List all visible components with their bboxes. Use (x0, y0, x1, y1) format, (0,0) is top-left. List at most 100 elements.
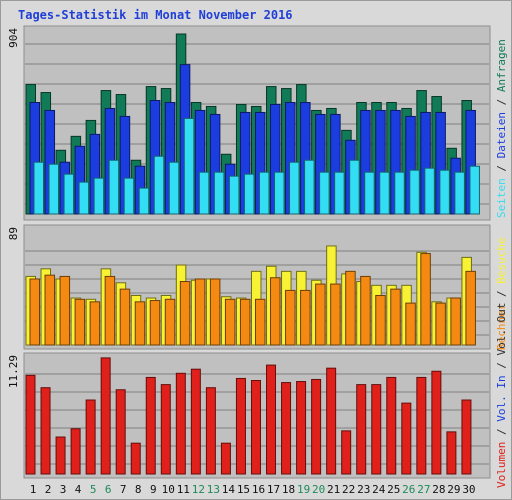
panel-top: 904 (7, 25, 491, 221)
bar-rechner-day-27 (420, 253, 431, 346)
day-label: 23 (357, 483, 370, 496)
bar-seiten-day-6 (108, 159, 120, 215)
legend-separator: / (495, 158, 508, 178)
legend-vol-out: Vol. Out (495, 303, 508, 356)
bar-seiten-day-18 (289, 161, 300, 215)
legend-top-text: Seiten / Dateien / Anfragen (495, 39, 508, 218)
panel-middle-bars (25, 245, 476, 346)
bar-seiten-day-23 (364, 171, 375, 215)
bar-volumen-day-17 (266, 364, 277, 475)
bar-rechner-day-22 (345, 270, 356, 346)
bar-rechner-day-15 (239, 298, 251, 346)
bar-seiten-day-27 (424, 167, 435, 215)
bar-seiten-day-24 (379, 171, 390, 215)
bar-rechner-day-2 (44, 274, 56, 346)
day-label: 28 (432, 483, 445, 496)
legend-vol-in: Vol. In (495, 375, 508, 421)
bar-seiten-day-17 (274, 171, 285, 215)
bar-volumen-day-21 (326, 367, 337, 475)
bar-volumen-day-1 (25, 374, 36, 475)
bar-volumen-day-14 (220, 442, 231, 475)
bar-rechner-day-24 (375, 294, 386, 346)
day-label: 15 (237, 483, 250, 496)
bar-seiten-day-20 (319, 171, 330, 215)
right-legend-middle: Rechner / Besuche (495, 237, 508, 350)
bar-volumen-day-12 (190, 368, 201, 475)
day-label: 5 (90, 483, 97, 496)
bar-rechner-day-4 (74, 298, 86, 346)
bar-volumen-day-23 (356, 384, 367, 475)
bar-rechner-day-7 (119, 288, 131, 346)
day-label: 26 (402, 483, 415, 496)
bar-rechner-day-10 (164, 298, 176, 346)
bar-rechner-day-19 (300, 289, 311, 346)
legend-middle-text: Rechner / Besuche (495, 237, 508, 350)
bar-volumen-day-7 (115, 389, 126, 475)
bar-seiten-day-3 (63, 173, 75, 215)
panel-middle: 89 (7, 224, 491, 350)
bar-rechner-day-16 (254, 298, 266, 346)
bar-volumen-day-19 (296, 381, 307, 475)
panel-middle-ymax-label: 89 (7, 227, 20, 240)
panel-bottom-bars (25, 357, 472, 475)
day-label: 14 (222, 483, 236, 496)
bar-rechner-day-18 (285, 289, 296, 346)
bar-seiten-day-4 (78, 181, 90, 215)
bar-rechner-day-20 (315, 283, 326, 346)
bar-rechner-day-11 (179, 281, 191, 346)
bar-volumen-day-2 (40, 387, 51, 475)
day-label: 8 (135, 483, 142, 496)
bar-seiten-day-10 (168, 161, 180, 215)
bar-rechner-day-5 (89, 301, 101, 346)
bar-rechner-day-30 (465, 270, 476, 346)
chart-title: Tages-Statistik im Monat November 2016 (18, 8, 293, 22)
legend-separator: / (495, 422, 508, 442)
bar-seiten-day-12 (198, 171, 210, 215)
panel-top-ymax-label: 904 (7, 28, 20, 48)
legend-volumen: Volumen (495, 442, 508, 488)
bar-volumen-day-25 (386, 376, 397, 475)
bar-rechner-day-28 (435, 302, 446, 346)
legend-besuche: Besuche (495, 237, 508, 283)
bar-volumen-day-3 (55, 436, 66, 475)
bar-volumen-day-27 (416, 376, 427, 475)
right-legend-top: Seiten / Dateien / Anfragen (495, 39, 508, 218)
bar-rechner-day-13 (209, 278, 221, 346)
legend-anfragen: Anfragen (495, 39, 508, 92)
day-label: 11 (177, 483, 190, 496)
bar-rechner-day-3 (59, 275, 71, 346)
bar-rechner-day-8 (134, 301, 146, 346)
bar-volumen-day-11 (175, 372, 186, 475)
day-label: 13 (207, 483, 220, 496)
bar-rechner-day-14 (224, 298, 236, 346)
bar-seiten-day-26 (409, 169, 420, 215)
panel-top-bars (25, 33, 480, 215)
bar-rechner-day-21 (330, 283, 341, 346)
day-label: 20 (312, 483, 325, 496)
bar-seiten-day-21 (334, 171, 345, 215)
bar-volumen-day-20 (311, 378, 322, 475)
bar-seiten-day-5 (93, 177, 105, 215)
bar-volumen-day-26 (401, 402, 412, 475)
bar-volumen-day-9 (145, 376, 156, 475)
day-label: 4 (75, 483, 82, 496)
bar-seiten-day-7 (123, 177, 135, 215)
day-label: 30 (462, 483, 475, 496)
bar-volumen-day-13 (205, 387, 216, 475)
day-label: 29 (447, 483, 460, 496)
bar-rechner-day-17 (270, 277, 281, 346)
bar-rechner-day-6 (104, 275, 116, 346)
panel-bottom-ymax-label: 11.29 (7, 355, 20, 388)
day-axis: 1 2 3 4 5 6 7 8 9 10 11 12 13 14 15 16 17 18 19 20 21 22 23 24 2… (30, 483, 476, 496)
bar-seiten-day-19 (304, 159, 315, 215)
bar-rechner-day-12 (194, 278, 206, 346)
bar-rechner-day-23 (360, 275, 371, 346)
bar-seiten-day-11 (183, 117, 195, 215)
bar-seiten-day-1 (33, 161, 44, 215)
day-label: 22 (342, 483, 355, 496)
day-label: 25 (387, 483, 400, 496)
day-label: 2 (45, 483, 52, 496)
bar-volumen-day-29 (446, 431, 457, 475)
bar-seiten-day-30 (469, 165, 480, 215)
